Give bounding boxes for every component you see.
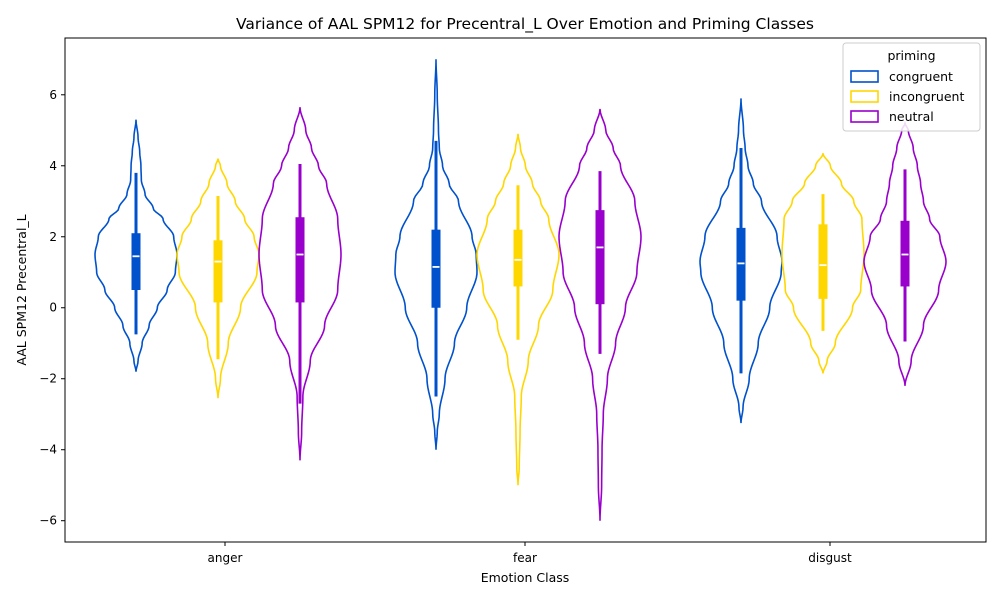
violin-neutral-fear (558, 108, 642, 521)
violin-congruent-fear (394, 59, 478, 450)
violin-iqr-box (513, 229, 523, 287)
legend-item-neutral: neutral (850, 109, 934, 124)
x-axis: anger fear disgust (208, 542, 852, 565)
legend-item-congruent: congruent (850, 69, 953, 84)
x-axis-label: Emotion Class (481, 570, 570, 585)
violin-incongruent-disgust (781, 153, 865, 374)
violin-outline (258, 107, 342, 461)
y-tick-label: 0 (49, 301, 57, 315)
legend: priming congruent incongruent neutral (842, 42, 981, 132)
y-tick-label: 4 (49, 159, 57, 173)
violin-outline (176, 158, 260, 399)
violin-iqr-box (595, 210, 605, 305)
violin-congruent-anger (94, 119, 178, 372)
legend-swatch (850, 90, 879, 103)
violin-outline (476, 133, 560, 486)
y-tick-label: −2 (39, 372, 57, 386)
legend-label: incongruent (889, 89, 964, 104)
y-tick-label: −6 (39, 514, 57, 528)
violin-iqr-box (818, 224, 828, 299)
violin-incongruent-anger (176, 158, 260, 399)
y-axis: −6 −4 −2 0 2 4 6 (39, 88, 65, 528)
violin-iqr-box (213, 240, 223, 303)
y-tick-label: −4 (39, 443, 57, 457)
y-tick-label: 6 (49, 88, 57, 102)
plot-area (94, 59, 947, 521)
legend-title: priming (887, 48, 935, 63)
legend-swatch (850, 70, 879, 83)
violin-incongruent-fear (476, 133, 560, 486)
legend-item-incongruent: incongruent (850, 89, 964, 104)
x-tick-label: fear (513, 551, 537, 565)
violin-outline (394, 59, 478, 450)
x-tick-label: anger (208, 551, 243, 565)
violin-outline (699, 98, 783, 424)
violin-iqr-box (295, 217, 305, 303)
legend-frame (842, 42, 981, 132)
violin-neutral-anger (258, 107, 342, 461)
legend-label: neutral (889, 109, 934, 124)
y-axis-label: AAL SPM12 Precentral_L (14, 214, 29, 365)
x-tick-label: disgust (808, 551, 852, 565)
violin-iqr-box (431, 229, 441, 308)
violin-outline (558, 108, 642, 521)
violin-congruent-disgust (699, 98, 783, 424)
chart-title: Variance of AAL SPM12 for Precentral_L O… (236, 15, 814, 34)
legend-label: congruent (889, 69, 953, 84)
violin-outline (94, 119, 178, 372)
violin-outline (781, 153, 865, 374)
legend-swatch (850, 110, 879, 123)
y-tick-label: 2 (49, 230, 57, 244)
violin-iqr-box (131, 233, 141, 290)
violin-neutral-disgust (863, 120, 947, 386)
